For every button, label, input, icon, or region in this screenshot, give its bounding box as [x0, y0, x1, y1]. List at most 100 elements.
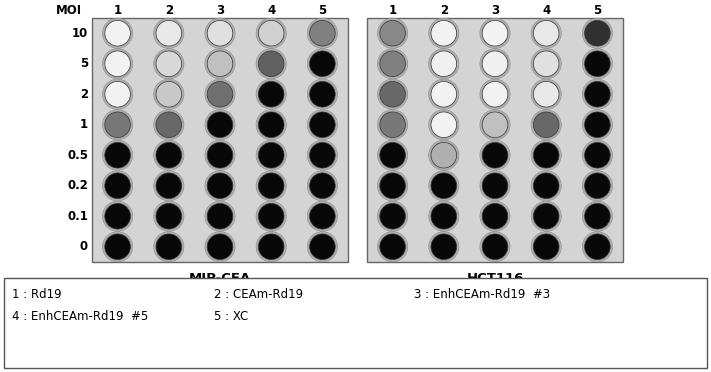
Circle shape — [154, 110, 184, 140]
Circle shape — [431, 234, 456, 260]
Circle shape — [380, 234, 405, 260]
Circle shape — [307, 18, 338, 48]
Circle shape — [307, 140, 338, 170]
Circle shape — [378, 18, 407, 48]
Circle shape — [480, 171, 510, 201]
Circle shape — [378, 79, 407, 109]
Circle shape — [258, 20, 284, 46]
Text: 10: 10 — [72, 27, 88, 40]
Text: 4 : EnhCEAm-Rd19  #5: 4 : EnhCEAm-Rd19 #5 — [12, 310, 149, 323]
Circle shape — [102, 79, 133, 109]
Circle shape — [207, 234, 232, 260]
Circle shape — [431, 142, 456, 168]
Circle shape — [105, 203, 130, 229]
Circle shape — [482, 20, 508, 46]
Circle shape — [154, 18, 184, 48]
Text: 0.5: 0.5 — [67, 149, 88, 162]
Text: 1: 1 — [114, 3, 122, 16]
Circle shape — [205, 201, 235, 231]
Circle shape — [205, 232, 235, 262]
Circle shape — [584, 81, 610, 107]
Circle shape — [205, 18, 235, 48]
Circle shape — [533, 173, 559, 199]
Text: 5 : XC: 5 : XC — [214, 310, 248, 323]
Circle shape — [480, 232, 510, 262]
Text: 0: 0 — [80, 240, 88, 253]
Circle shape — [431, 112, 456, 138]
Circle shape — [431, 81, 456, 107]
Circle shape — [582, 201, 612, 231]
Text: 0.2: 0.2 — [67, 179, 88, 192]
Circle shape — [256, 171, 287, 201]
Circle shape — [205, 171, 235, 201]
Circle shape — [105, 81, 130, 107]
Circle shape — [480, 49, 510, 79]
Circle shape — [207, 142, 232, 168]
Circle shape — [531, 140, 561, 170]
Circle shape — [256, 232, 287, 262]
Text: 4: 4 — [542, 3, 550, 16]
Circle shape — [105, 112, 130, 138]
Circle shape — [156, 203, 181, 229]
Circle shape — [582, 79, 612, 109]
Circle shape — [102, 201, 133, 231]
Circle shape — [156, 234, 181, 260]
Text: 2: 2 — [80, 88, 88, 101]
Circle shape — [105, 20, 130, 46]
Circle shape — [105, 173, 130, 199]
Circle shape — [258, 203, 284, 229]
Circle shape — [207, 81, 232, 107]
Text: 1: 1 — [80, 118, 88, 131]
Circle shape — [582, 171, 612, 201]
Circle shape — [531, 18, 561, 48]
Circle shape — [309, 234, 335, 260]
Circle shape — [207, 51, 232, 77]
Circle shape — [533, 51, 559, 77]
Circle shape — [429, 49, 459, 79]
Circle shape — [102, 171, 133, 201]
Circle shape — [378, 232, 407, 262]
Text: 5: 5 — [593, 3, 602, 16]
Circle shape — [533, 81, 559, 107]
Circle shape — [154, 201, 184, 231]
Circle shape — [156, 20, 181, 46]
Circle shape — [102, 140, 133, 170]
Circle shape — [207, 173, 232, 199]
Circle shape — [309, 51, 335, 77]
Circle shape — [480, 18, 510, 48]
Circle shape — [584, 112, 610, 138]
Circle shape — [205, 140, 235, 170]
Text: 3 : EnhCEAm-Rd19  #3: 3 : EnhCEAm-Rd19 #3 — [414, 288, 550, 301]
Circle shape — [584, 20, 610, 46]
Text: 4: 4 — [267, 3, 275, 16]
Circle shape — [429, 79, 459, 109]
Circle shape — [258, 234, 284, 260]
Circle shape — [156, 173, 181, 199]
Circle shape — [205, 79, 235, 109]
Circle shape — [482, 142, 508, 168]
Text: 3: 3 — [216, 3, 224, 16]
Circle shape — [531, 49, 561, 79]
Circle shape — [531, 171, 561, 201]
Circle shape — [380, 112, 405, 138]
Circle shape — [207, 20, 232, 46]
Text: 5: 5 — [80, 57, 88, 70]
Circle shape — [531, 110, 561, 140]
Circle shape — [307, 49, 338, 79]
Text: 2: 2 — [439, 3, 448, 16]
Circle shape — [429, 110, 459, 140]
Circle shape — [102, 110, 133, 140]
Circle shape — [431, 20, 456, 46]
Circle shape — [307, 201, 338, 231]
Text: 1 : Rd19: 1 : Rd19 — [12, 288, 62, 301]
Text: MOI: MOI — [56, 3, 82, 16]
Circle shape — [582, 49, 612, 79]
Circle shape — [533, 112, 559, 138]
Circle shape — [307, 232, 338, 262]
Circle shape — [431, 203, 456, 229]
Circle shape — [584, 51, 610, 77]
Circle shape — [378, 49, 407, 79]
Text: 5: 5 — [319, 3, 326, 16]
Circle shape — [156, 51, 181, 77]
Circle shape — [380, 173, 405, 199]
